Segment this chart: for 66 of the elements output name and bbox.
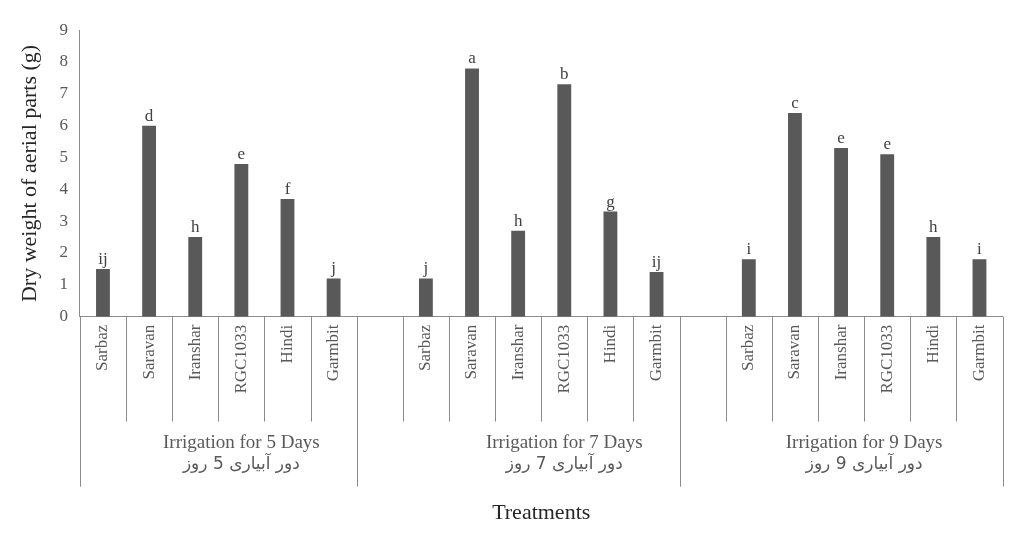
bar <box>418 278 433 317</box>
x-tick-label: RGC1033 <box>553 324 573 394</box>
bar <box>188 237 203 317</box>
data-label: e <box>883 134 891 154</box>
data-label: i <box>746 239 752 259</box>
data-label: g <box>606 191 616 211</box>
bar <box>326 278 341 317</box>
data-label: h <box>513 210 523 230</box>
y-tick-label: 0 <box>59 306 68 326</box>
x-tick-label: Garmbit <box>968 324 988 382</box>
x-tick-label: Sarbaz <box>92 324 112 371</box>
bar <box>649 272 664 317</box>
data-label: b <box>560 64 569 84</box>
y-tick-label: 4 <box>59 178 69 198</box>
data-label: d <box>144 105 154 125</box>
data-label: j <box>422 258 429 278</box>
x-tick-label: Sarbaz <box>415 324 435 371</box>
x-axis-title: Treatments <box>492 498 591 524</box>
y-tick-label: 2 <box>59 242 68 262</box>
data-label: ij <box>651 252 662 272</box>
data-label: h <box>929 217 939 237</box>
x-tick-label: Garmbit <box>323 324 343 382</box>
x-tick-label: RGC1033 <box>876 324 896 394</box>
bar <box>926 237 941 317</box>
bar <box>972 259 987 317</box>
x-tick-label: Saravan <box>784 324 804 380</box>
bar <box>234 163 249 317</box>
bar <box>142 125 157 317</box>
data-label: c <box>791 92 800 112</box>
x-tick-label: Iranshar <box>507 324 527 381</box>
x-tick-label: Saravan <box>461 324 481 380</box>
data-label: f <box>284 178 291 198</box>
x-tick-label: RGC1033 <box>230 324 250 394</box>
data-label: ij <box>98 248 108 268</box>
data-label: i <box>977 239 983 259</box>
x-tick-label: Hindi <box>922 324 942 364</box>
y-tick-label: 1 <box>59 274 68 294</box>
bar <box>603 211 618 317</box>
bar <box>788 112 802 317</box>
y-axis-title: Dry weight of aerial parts (g) <box>15 44 41 303</box>
bar <box>834 147 848 317</box>
x-tick-label: Hindi <box>276 324 296 364</box>
x-tick-label: Sarbaz <box>738 324 758 371</box>
bar <box>557 84 572 317</box>
y-tick-label: 8 <box>59 51 68 71</box>
bar <box>880 154 895 317</box>
x-tick-label: Iranshar <box>830 324 850 381</box>
bar <box>96 268 110 317</box>
x-tick-label: Iranshar <box>184 324 204 381</box>
data-label: j <box>330 258 336 278</box>
y-tick-label: 9 <box>59 19 68 39</box>
data-label: h <box>190 217 200 237</box>
y-tick-label: 3 <box>59 210 68 230</box>
x-tick-label: Garmbit <box>646 324 666 382</box>
data-label: e <box>237 143 246 163</box>
bar <box>511 230 526 317</box>
data-label: a <box>468 48 477 68</box>
y-tick-label: 6 <box>59 115 68 135</box>
bar <box>280 198 295 317</box>
bar <box>465 68 479 317</box>
data-label: e <box>837 127 845 147</box>
y-tick-label: 5 <box>59 146 68 166</box>
x-tick-label: Saravan <box>138 324 158 380</box>
x-tick-label: Hindi <box>599 324 619 364</box>
y-tick-label: 7 <box>59 83 69 103</box>
bar <box>741 259 756 317</box>
